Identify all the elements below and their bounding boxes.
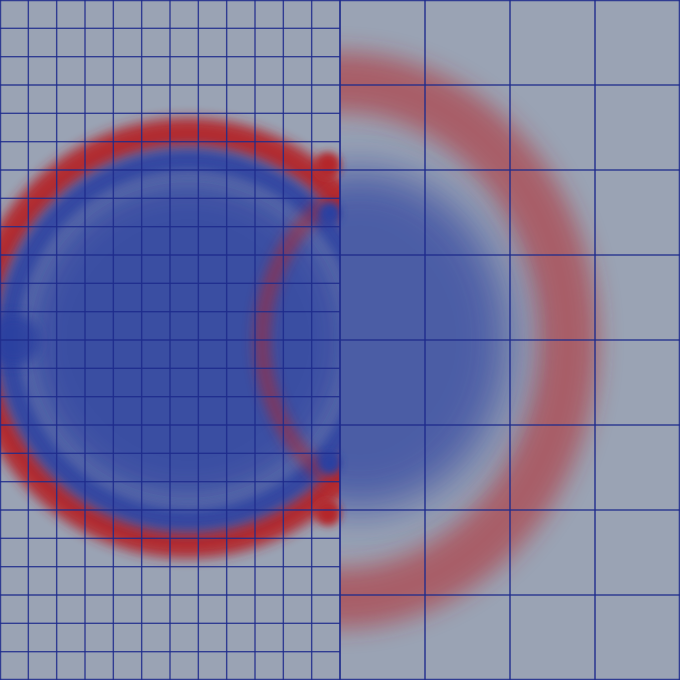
interface-hotspots (315, 152, 341, 526)
hotspot-trough-top (319, 202, 341, 224)
hotspot-crest-bottom (315, 500, 341, 526)
hotspot-crest-top (315, 152, 341, 178)
inner-wave-crest-ring (0, 118, 340, 558)
fine-mesh-grid (0, 0, 341, 680)
hotspot-trough-bottom (319, 452, 341, 474)
